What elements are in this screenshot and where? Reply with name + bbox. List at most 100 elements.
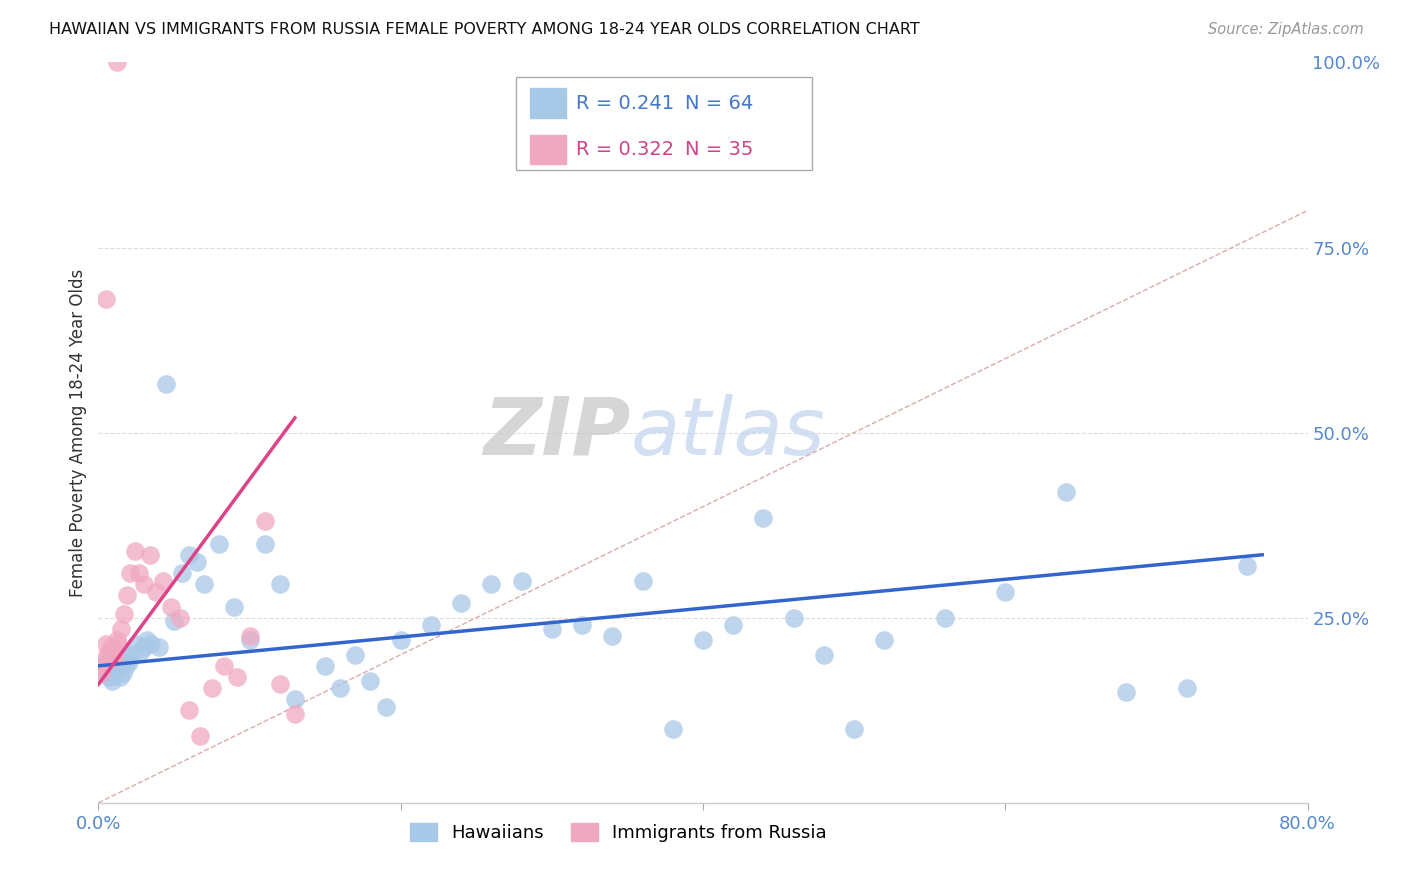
- Legend: Hawaiians, Immigrants from Russia: Hawaiians, Immigrants from Russia: [402, 815, 834, 849]
- Text: HAWAIIAN VS IMMIGRANTS FROM RUSSIA FEMALE POVERTY AMONG 18-24 YEAR OLDS CORRELAT: HAWAIIAN VS IMMIGRANTS FROM RUSSIA FEMAL…: [49, 22, 920, 37]
- Point: [110, 622, 132, 636]
- Point: [105, 632, 128, 647]
- Point: [91, 658, 114, 673]
- Point: [1175, 681, 1198, 695]
- Point: [120, 566, 142, 581]
- Point: [994, 584, 1017, 599]
- Point: [110, 658, 132, 673]
- Point: [125, 637, 148, 651]
- Point: [179, 703, 201, 717]
- Point: [96, 648, 118, 662]
- FancyBboxPatch shape: [530, 135, 567, 164]
- Point: [132, 640, 155, 655]
- Point: [105, 55, 128, 70]
- Point: [661, 722, 683, 736]
- Point: [155, 377, 177, 392]
- Point: [193, 577, 215, 591]
- Point: [163, 615, 186, 629]
- Point: [186, 555, 208, 569]
- Point: [329, 681, 352, 695]
- Point: [124, 544, 146, 558]
- Point: [934, 610, 956, 624]
- Point: [98, 670, 121, 684]
- Text: R = 0.241: R = 0.241: [576, 94, 673, 112]
- Point: [844, 722, 866, 736]
- Point: [269, 577, 291, 591]
- Point: [450, 596, 472, 610]
- Point: [253, 515, 276, 529]
- Point: [135, 632, 157, 647]
- Point: [148, 640, 170, 655]
- Point: [253, 536, 276, 550]
- Text: ZIP: ZIP: [484, 393, 630, 472]
- Point: [284, 692, 307, 706]
- Point: [128, 566, 150, 581]
- Point: [389, 632, 412, 647]
- Text: N = 64: N = 64: [685, 94, 754, 112]
- Point: [145, 584, 167, 599]
- Point: [269, 677, 291, 691]
- Point: [96, 655, 118, 669]
- Point: [510, 574, 533, 588]
- Point: [188, 729, 211, 743]
- Point: [132, 577, 155, 591]
- Text: R = 0.322: R = 0.322: [576, 140, 673, 159]
- Point: [105, 663, 128, 677]
- Point: [100, 651, 122, 665]
- Point: [115, 589, 138, 603]
- Point: [93, 655, 115, 669]
- Point: [160, 599, 183, 614]
- Point: [631, 574, 654, 588]
- Point: [108, 670, 131, 684]
- Point: [481, 577, 503, 591]
- Point: [226, 670, 249, 684]
- Point: [170, 566, 193, 581]
- Point: [360, 673, 382, 688]
- Point: [224, 599, 246, 614]
- Point: [239, 629, 262, 643]
- Point: [212, 658, 235, 673]
- Point: [723, 618, 745, 632]
- Point: [813, 648, 835, 662]
- Point: [692, 632, 714, 647]
- Point: [314, 658, 336, 673]
- FancyBboxPatch shape: [530, 88, 567, 118]
- Point: [873, 632, 896, 647]
- Point: [239, 632, 262, 647]
- Point: [101, 648, 124, 662]
- Point: [112, 607, 135, 621]
- Point: [94, 663, 117, 677]
- Point: [129, 644, 152, 658]
- Point: [93, 666, 115, 681]
- Point: [101, 673, 124, 688]
- Point: [121, 648, 143, 662]
- Point: [107, 655, 129, 669]
- Point: [141, 637, 163, 651]
- Point: [111, 666, 134, 681]
- Point: [374, 699, 396, 714]
- FancyBboxPatch shape: [516, 78, 811, 169]
- Point: [783, 610, 806, 624]
- Point: [94, 637, 117, 651]
- Text: N = 35: N = 35: [685, 140, 754, 159]
- Point: [112, 648, 135, 662]
- Point: [420, 618, 443, 632]
- Point: [1236, 558, 1258, 573]
- Point: [104, 666, 127, 681]
- Point: [344, 648, 367, 662]
- Point: [208, 536, 231, 550]
- Point: [139, 548, 162, 562]
- Point: [201, 681, 224, 695]
- Point: [602, 629, 624, 643]
- Point: [107, 637, 129, 651]
- Point: [98, 644, 121, 658]
- Y-axis label: Female Poverty Among 18-24 Year Olds: Female Poverty Among 18-24 Year Olds: [69, 268, 87, 597]
- Point: [90, 666, 112, 681]
- Point: [103, 658, 125, 673]
- Point: [103, 651, 125, 665]
- Point: [752, 510, 775, 524]
- Point: [1115, 685, 1137, 699]
- Point: [91, 658, 114, 673]
- Point: [152, 574, 174, 588]
- Point: [104, 644, 127, 658]
